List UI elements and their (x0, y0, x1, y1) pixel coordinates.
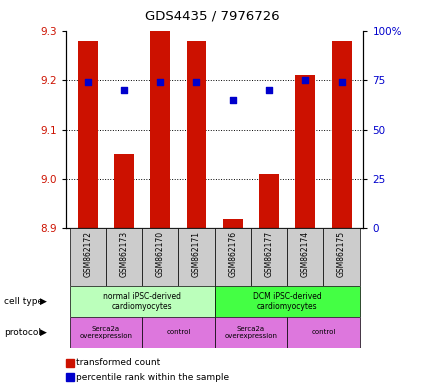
Text: GDS4435 / 7976726: GDS4435 / 7976726 (145, 10, 280, 23)
Text: control: control (311, 329, 336, 335)
Bar (215, 286, 360, 317)
Bar (259, 174, 279, 228)
Point (121, 87, 128, 93)
Text: GSM862174: GSM862174 (301, 231, 310, 278)
Bar (295, 75, 315, 228)
Bar (78, 41, 98, 228)
Bar (287, 228, 323, 286)
Bar (215, 228, 251, 286)
Point (230, 97, 236, 103)
Bar (223, 218, 243, 228)
Bar (287, 317, 360, 348)
Text: GSM862172: GSM862172 (83, 231, 92, 277)
Bar (215, 317, 287, 348)
Bar (70, 228, 106, 286)
Bar (178, 228, 215, 286)
Text: ▶: ▶ (40, 328, 47, 337)
Text: cell type: cell type (4, 297, 43, 306)
Text: Serca2a
overexpression: Serca2a overexpression (224, 326, 278, 339)
Text: percentile rank within the sample: percentile rank within the sample (76, 372, 230, 382)
Point (84, 79, 91, 85)
Point (266, 87, 272, 93)
Bar (332, 41, 351, 228)
Bar (142, 317, 215, 348)
Bar (106, 228, 142, 286)
Bar (251, 228, 287, 286)
Text: GSM862170: GSM862170 (156, 231, 165, 278)
Text: DCM iPSC-derived
cardiomyocytes: DCM iPSC-derived cardiomyocytes (253, 292, 322, 311)
Text: normal iPSC-derived
cardiomyocytes: normal iPSC-derived cardiomyocytes (103, 292, 181, 311)
Text: protocol: protocol (4, 328, 41, 337)
Text: transformed count: transformed count (76, 358, 161, 367)
Text: GSM862173: GSM862173 (119, 231, 128, 278)
Point (157, 79, 164, 85)
Text: control: control (166, 329, 190, 335)
Bar (70, 286, 215, 317)
Point (193, 79, 200, 85)
Bar (142, 228, 178, 286)
Text: ▶: ▶ (40, 297, 47, 306)
Text: GSM862176: GSM862176 (228, 231, 237, 278)
Bar (114, 154, 134, 228)
Point (338, 79, 345, 85)
Bar (150, 31, 170, 228)
Point (302, 77, 309, 83)
Text: Serca2a
overexpression: Serca2a overexpression (79, 326, 132, 339)
Bar (187, 41, 207, 228)
Text: GSM862177: GSM862177 (264, 231, 274, 278)
Text: GSM862175: GSM862175 (337, 231, 346, 278)
Bar (70, 317, 142, 348)
Text: GSM862171: GSM862171 (192, 231, 201, 277)
Bar (323, 228, 360, 286)
